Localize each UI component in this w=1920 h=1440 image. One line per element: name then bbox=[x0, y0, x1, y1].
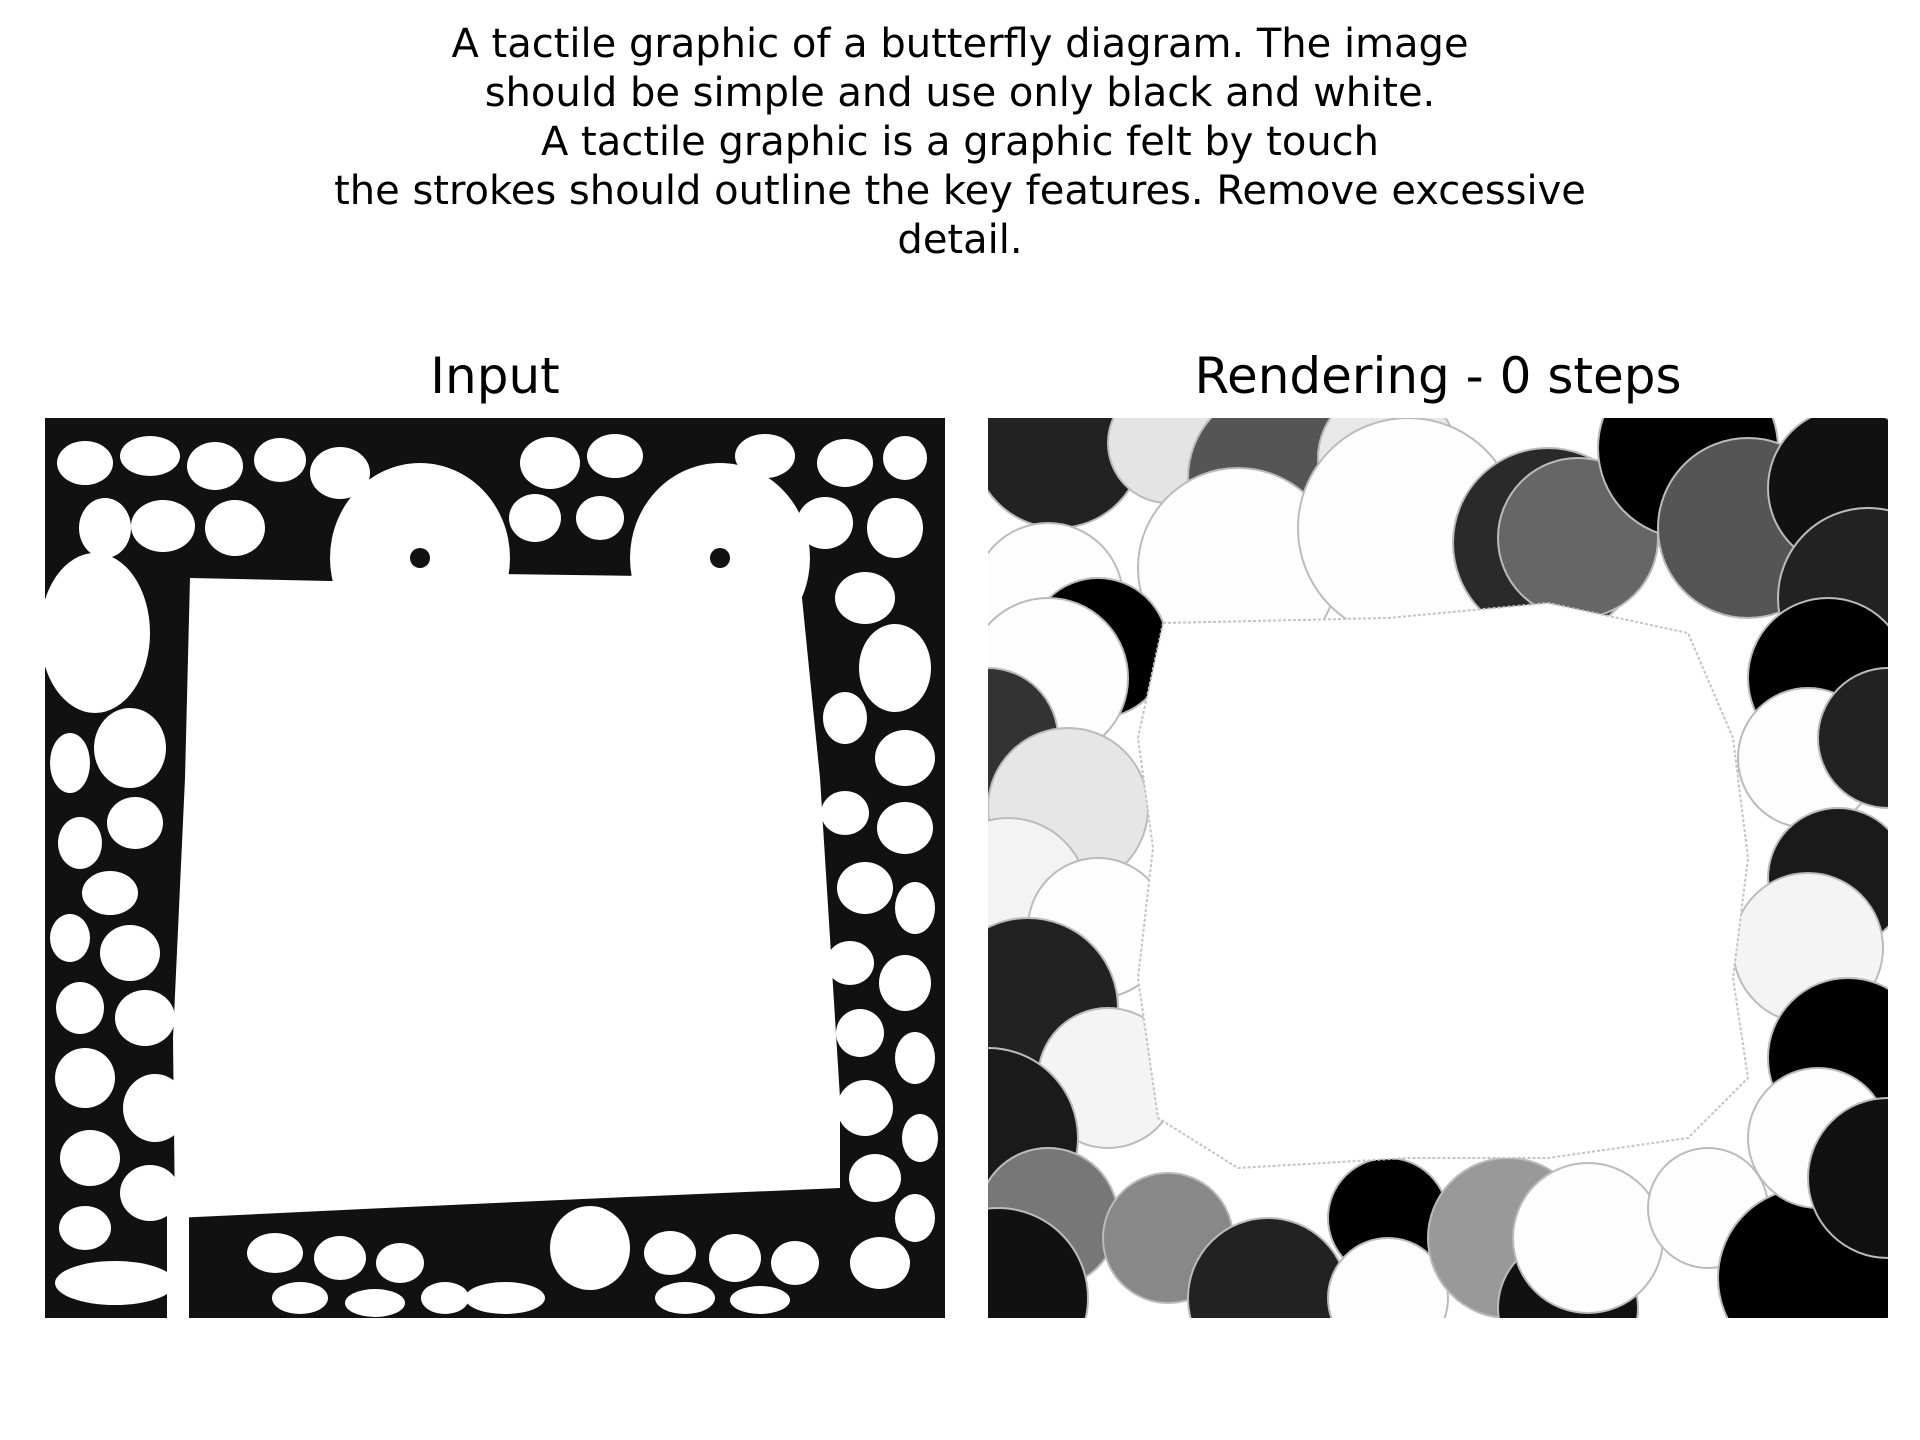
input-tactile-graphic bbox=[45, 418, 945, 1318]
rendering-image bbox=[988, 418, 1888, 1318]
rendering-panel-title: Rendering - 0 steps bbox=[1194, 347, 1682, 405]
prompt-line-1: A tactile graphic of a butterfly diagram… bbox=[451, 21, 1469, 67]
rendering-output-graphic bbox=[988, 418, 1888, 1318]
input-panel-title: Input bbox=[430, 347, 560, 405]
prompt-line-5: detail. bbox=[897, 217, 1023, 263]
prompt-line-2: should be simple and use only black and … bbox=[484, 70, 1436, 116]
prompt-line-4: the strokes should outline the key featu… bbox=[334, 168, 1586, 214]
prompt-line-3: A tactile graphic is a graphic felt by t… bbox=[540, 119, 1380, 165]
prompt-caption: A tactile graphic of a butterfly diagram… bbox=[0, 20, 1920, 265]
input-image bbox=[45, 418, 945, 1318]
